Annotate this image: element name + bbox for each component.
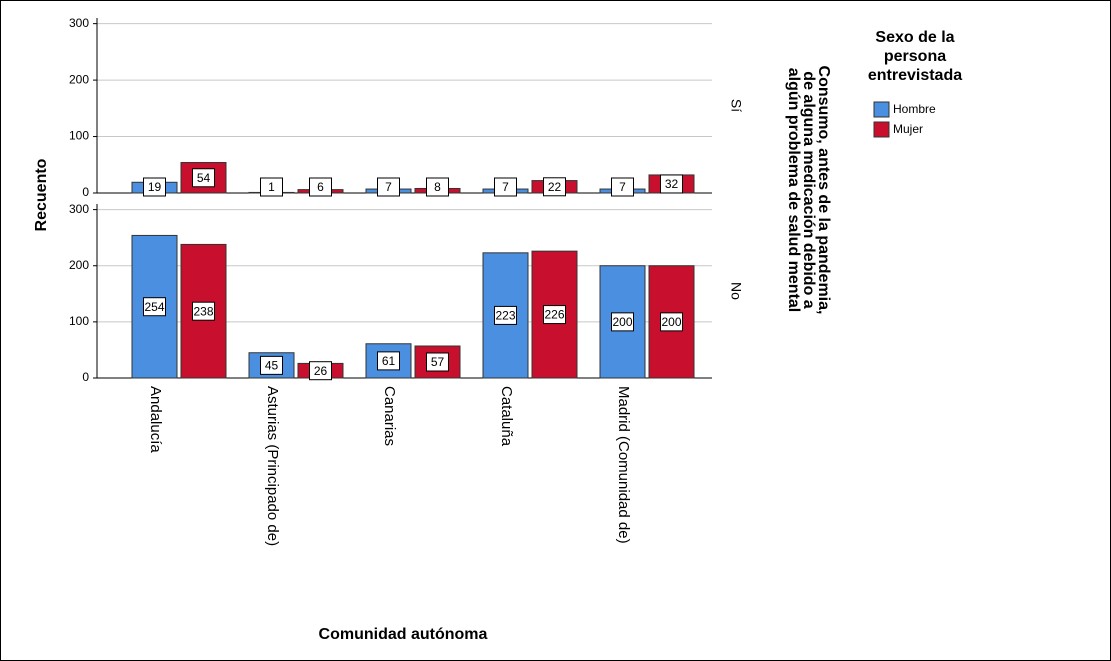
value-label-box [309, 177, 332, 197]
y-tick-label: 0 [82, 370, 89, 384]
value-label-box [426, 352, 449, 372]
legend-title: Sexo de la [875, 29, 954, 46]
value-label: 7 [502, 180, 509, 194]
value-label-box [660, 174, 683, 194]
y-tick-label: 300 [69, 16, 89, 30]
x-tick-label: Madrid (Comunidad de) [615, 386, 632, 544]
facet-label: No [728, 282, 744, 300]
value-label: 254 [144, 300, 164, 314]
value-label-box [143, 297, 166, 317]
value-label: 238 [193, 304, 213, 318]
value-label-box [192, 301, 215, 321]
y-axis-title: Recuento [33, 158, 50, 231]
legend-label: Hombre [893, 102, 936, 116]
value-label: 26 [314, 364, 328, 378]
value-label-box [377, 351, 400, 371]
value-label: 6 [317, 180, 324, 194]
value-label-box [260, 177, 283, 197]
value-label: 54 [197, 171, 211, 185]
value-label-box [611, 312, 634, 332]
y-tick-label: 200 [69, 72, 89, 86]
x-tick-label: Canarias [381, 386, 398, 446]
value-label: 19 [148, 180, 162, 194]
value-label-box [494, 177, 517, 197]
value-label-box [660, 312, 683, 332]
value-label: 57 [431, 355, 445, 369]
value-label: 32 [665, 177, 679, 191]
y-tick-label: 100 [69, 129, 89, 143]
value-label-box [309, 361, 332, 381]
y-tick-label: 100 [69, 314, 89, 328]
legend-title: persona [884, 48, 946, 65]
value-label: 8 [434, 180, 441, 194]
facet-title: de alguna medicación debido a [800, 71, 817, 308]
value-label-box [543, 305, 566, 325]
legend-swatch [873, 121, 890, 138]
facet-label: Sí [728, 99, 744, 112]
x-axis-title: Comunidad autónoma [319, 626, 488, 643]
value-label-box [543, 177, 566, 197]
x-tick-label: Cataluña [498, 386, 515, 447]
y-tick-label: 300 [69, 202, 89, 216]
y-tick-label: 200 [69, 258, 89, 272]
facet-title: Consumo, antes de la pandemia, [815, 66, 832, 315]
legend-title: entrevistada [868, 67, 962, 84]
value-label-box [143, 177, 166, 197]
value-label-box [377, 177, 400, 197]
value-label-box [192, 168, 215, 188]
value-label: 200 [612, 315, 632, 329]
value-label: 61 [382, 354, 396, 368]
value-label: 7 [619, 180, 626, 194]
x-tick-label: Asturias (Principado de) [264, 386, 281, 546]
value-label: 223 [495, 309, 515, 323]
value-label: 1 [268, 180, 275, 194]
value-label: 45 [265, 359, 279, 373]
legend-label: Mujer [893, 122, 923, 136]
y-tick-label: 0 [82, 185, 89, 199]
value-label-box [426, 177, 449, 197]
value-label-box [611, 177, 634, 197]
value-label: 22 [548, 180, 562, 194]
value-label: 7 [385, 180, 392, 194]
x-tick-label: Andalucía [147, 386, 164, 453]
value-label: 200 [661, 315, 681, 329]
value-label-box [260, 355, 283, 375]
value-label: 226 [544, 308, 564, 322]
legend-swatch [873, 101, 890, 118]
value-label-box [494, 305, 517, 325]
facet-title: algún problema de salud mental [785, 68, 802, 313]
